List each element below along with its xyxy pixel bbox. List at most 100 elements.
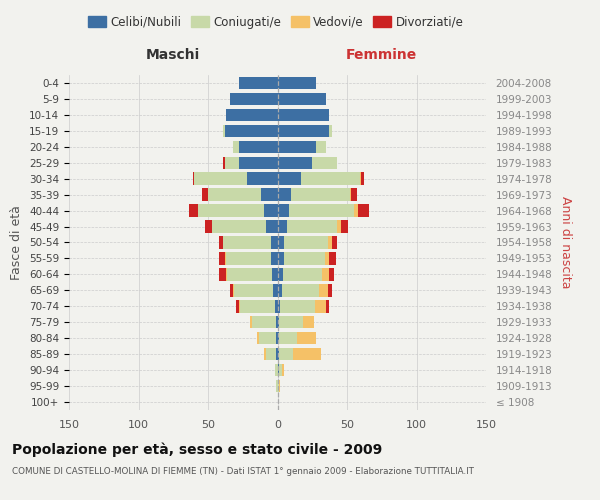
Bar bbox=[226, 108, 277, 121]
Bar bbox=[205, 220, 212, 233]
Bar bbox=[239, 156, 277, 169]
Bar bbox=[287, 220, 337, 233]
Bar bbox=[239, 77, 277, 89]
Bar bbox=[283, 268, 322, 280]
Bar bbox=[239, 300, 240, 312]
Bar bbox=[223, 156, 224, 169]
Bar bbox=[281, 284, 319, 296]
Bar bbox=[297, 332, 316, 344]
Bar bbox=[325, 252, 329, 264]
Bar bbox=[257, 332, 259, 344]
Bar bbox=[202, 188, 208, 201]
Bar bbox=[277, 332, 279, 344]
Bar bbox=[227, 268, 272, 280]
Bar bbox=[302, 316, 314, 328]
Bar bbox=[289, 204, 354, 217]
Bar bbox=[315, 300, 326, 312]
Bar bbox=[329, 268, 334, 280]
Bar bbox=[277, 172, 301, 185]
Bar bbox=[280, 300, 315, 312]
Bar bbox=[224, 156, 239, 169]
Bar bbox=[328, 284, 332, 296]
Bar bbox=[292, 188, 350, 201]
Bar bbox=[276, 348, 277, 360]
Bar bbox=[281, 364, 284, 376]
Bar bbox=[224, 124, 277, 137]
Bar bbox=[223, 236, 271, 248]
Bar bbox=[226, 268, 227, 280]
Bar bbox=[277, 188, 292, 201]
Bar bbox=[277, 252, 284, 264]
Bar bbox=[279, 380, 280, 392]
Bar bbox=[277, 108, 329, 121]
Bar bbox=[223, 124, 224, 137]
Bar bbox=[224, 252, 226, 264]
Bar bbox=[279, 364, 281, 376]
Bar bbox=[198, 204, 263, 217]
Bar bbox=[272, 268, 277, 280]
Bar bbox=[284, 252, 325, 264]
Text: Femmine: Femmine bbox=[346, 48, 418, 62]
Bar bbox=[277, 124, 329, 137]
Bar bbox=[208, 188, 261, 201]
Bar bbox=[277, 92, 326, 105]
Bar bbox=[247, 172, 277, 185]
Text: COMUNE DI CASTELLO-MOLINA DI FIEMME (TN) - Dati ISTAT 1° gennaio 2009 - Elaboraz: COMUNE DI CASTELLO-MOLINA DI FIEMME (TN)… bbox=[12, 468, 474, 476]
Bar bbox=[271, 236, 277, 248]
Bar bbox=[261, 188, 277, 201]
Bar bbox=[219, 236, 223, 248]
Bar bbox=[301, 172, 359, 185]
Bar bbox=[250, 316, 253, 328]
Bar bbox=[188, 204, 198, 217]
Bar bbox=[277, 77, 316, 89]
Bar bbox=[329, 252, 336, 264]
Bar bbox=[332, 236, 337, 248]
Bar bbox=[359, 172, 361, 185]
Bar bbox=[277, 220, 287, 233]
Bar bbox=[239, 140, 277, 153]
Bar bbox=[263, 204, 277, 217]
Bar bbox=[277, 348, 279, 360]
Bar bbox=[275, 300, 277, 312]
Bar bbox=[259, 332, 276, 344]
Bar bbox=[230, 284, 233, 296]
Bar bbox=[194, 172, 247, 185]
Bar bbox=[266, 348, 276, 360]
Bar bbox=[350, 188, 351, 201]
Bar bbox=[293, 348, 320, 360]
Text: Maschi: Maschi bbox=[146, 48, 200, 62]
Bar bbox=[226, 252, 271, 264]
Bar bbox=[328, 236, 332, 248]
Bar bbox=[284, 236, 328, 248]
Bar bbox=[337, 220, 341, 233]
Bar bbox=[319, 284, 328, 296]
Y-axis label: Fasce di età: Fasce di età bbox=[10, 205, 23, 280]
Bar bbox=[263, 348, 266, 360]
Bar bbox=[253, 316, 276, 328]
Bar bbox=[240, 300, 275, 312]
Bar bbox=[277, 364, 279, 376]
Bar bbox=[277, 268, 283, 280]
Bar bbox=[277, 236, 284, 248]
Bar bbox=[275, 364, 277, 376]
Bar bbox=[271, 252, 277, 264]
Bar bbox=[219, 252, 224, 264]
Bar bbox=[279, 316, 302, 328]
Bar bbox=[358, 204, 369, 217]
Bar bbox=[212, 220, 266, 233]
Legend: Celibi/Nubili, Coniugati/e, Vedovi/e, Divorziati/e: Celibi/Nubili, Coniugati/e, Vedovi/e, Di… bbox=[83, 11, 469, 34]
Bar bbox=[316, 140, 326, 153]
Bar bbox=[193, 172, 194, 185]
Bar bbox=[279, 348, 293, 360]
Bar bbox=[277, 156, 312, 169]
Bar bbox=[235, 284, 274, 296]
Y-axis label: Anni di nascita: Anni di nascita bbox=[559, 196, 572, 289]
Bar bbox=[277, 140, 316, 153]
Text: Popolazione per età, sesso e stato civile - 2009: Popolazione per età, sesso e stato civil… bbox=[12, 442, 382, 457]
Bar bbox=[276, 332, 277, 344]
Bar bbox=[312, 156, 337, 169]
Bar bbox=[219, 268, 226, 280]
Bar bbox=[276, 316, 277, 328]
Bar bbox=[274, 284, 277, 296]
Bar bbox=[277, 300, 280, 312]
